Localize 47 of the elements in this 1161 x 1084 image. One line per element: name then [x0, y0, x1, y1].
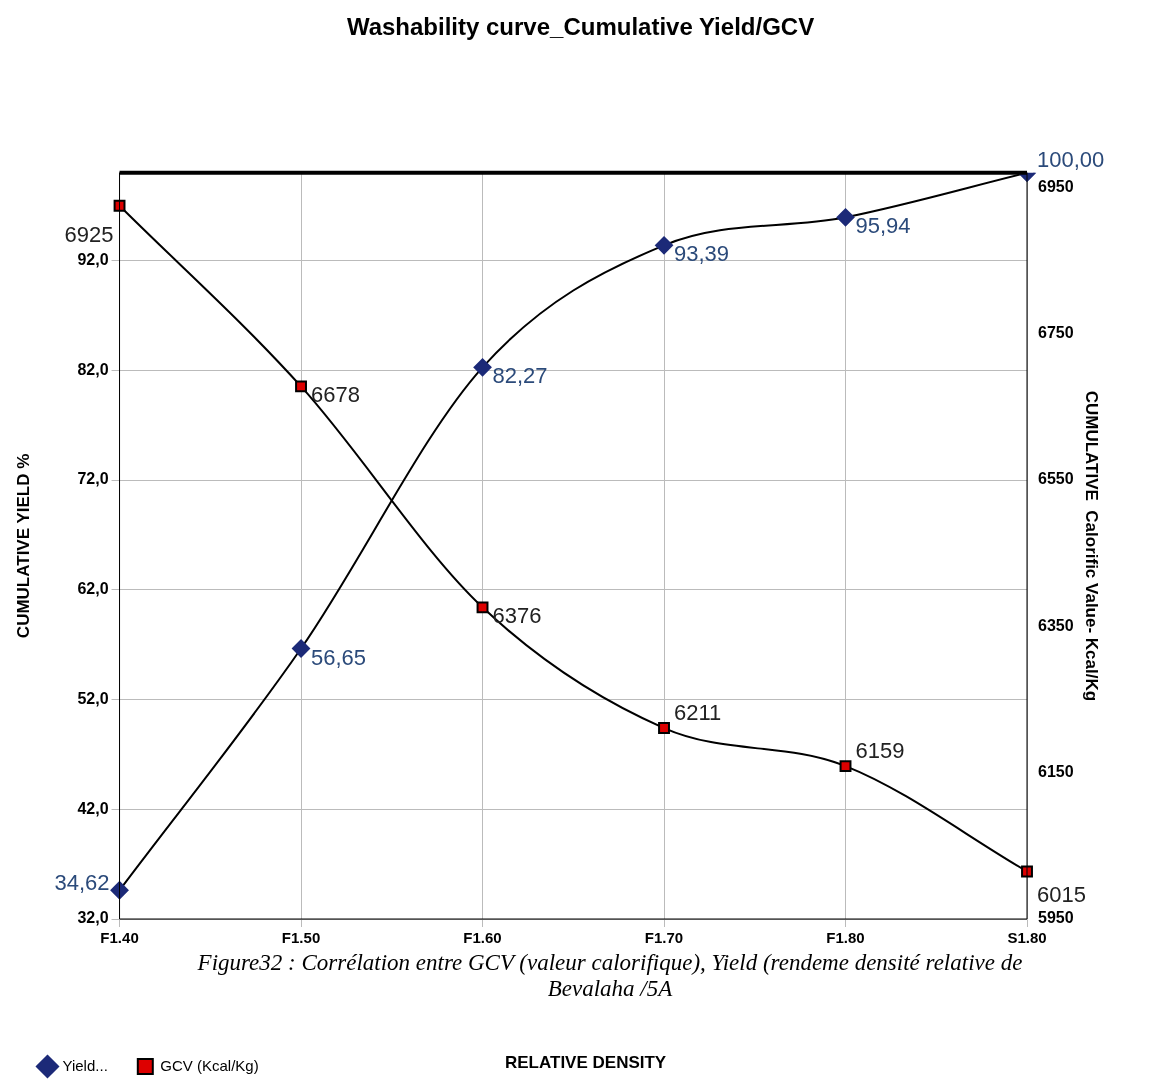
point — [292, 639, 311, 658]
y-tick-label: 72,0 — [77, 470, 109, 488]
data-label: 95,94 — [855, 213, 911, 239]
chart-title: Washability curve_Cumulative Yield/GCV — [346, 13, 815, 41]
y2-tick-label: 6350 — [1038, 616, 1074, 634]
caption: Figure32 : Corrélation entre GCV (valeur calorifique), Yield (rendeme densité relative de Bevalaha /5A — [196, 950, 1024, 1002]
y-tick-label: 62,0 — [77, 580, 109, 598]
data-label: 6015 — [1037, 881, 1086, 907]
point — [473, 358, 492, 377]
y2-tick-label: 6150 — [1038, 763, 1074, 781]
y-tick-label: 32,0 — [77, 909, 109, 927]
data-label: 6211 — [674, 700, 722, 726]
y-tick-label: 92,0 — [77, 250, 109, 268]
x-tick-label: F1.60 — [463, 929, 502, 947]
data-label: 82,27 — [492, 363, 548, 389]
y-tick-label: 52,0 — [77, 689, 109, 707]
x-tick-label: S1.80 — [1007, 929, 1047, 947]
x-tick-label: F1.40 — [100, 929, 139, 947]
point — [110, 881, 129, 900]
point — [655, 236, 674, 255]
point — [839, 760, 852, 773]
y-axis-title: CUMULATIVE YIELD % — [13, 453, 33, 639]
y2-axis-title: CUMULATIVE Calorific Value- Kcal/Kg — [1082, 390, 1102, 702]
data-label: 93,39 — [674, 241, 730, 267]
y-tick-label: 82,0 — [77, 360, 109, 378]
y2-tick-label: 6550 — [1038, 470, 1074, 488]
x-tick-label: F1.80 — [826, 929, 865, 947]
y2-tick-label: 5950 — [1038, 909, 1074, 927]
legend-label: Yield... — [62, 1056, 108, 1074]
data-label: 6678 — [311, 382, 360, 408]
y2-tick-label: 6750 — [1038, 324, 1074, 342]
y-tick-label: 42,0 — [77, 799, 109, 817]
point — [476, 601, 489, 614]
y2-tick-label: 6950 — [1038, 177, 1074, 195]
data-label: 34,62 — [54, 870, 110, 896]
data-label: 100,00 — [1037, 146, 1105, 172]
x-tick-label: F1.70 — [644, 929, 684, 947]
text: RELATIVE DENSITY — [505, 1053, 667, 1073]
point — [836, 208, 855, 227]
data-label: 6925 — [64, 221, 114, 247]
data-label: 6376 — [492, 603, 542, 629]
point — [658, 722, 670, 735]
legend-label: GCV (Kcal/Kg) — [160, 1056, 259, 1074]
data-label: 56,65 — [311, 644, 367, 670]
data-label: 6159 — [855, 738, 905, 764]
point — [295, 380, 307, 393]
x-tick-label: F1.50 — [281, 929, 321, 947]
